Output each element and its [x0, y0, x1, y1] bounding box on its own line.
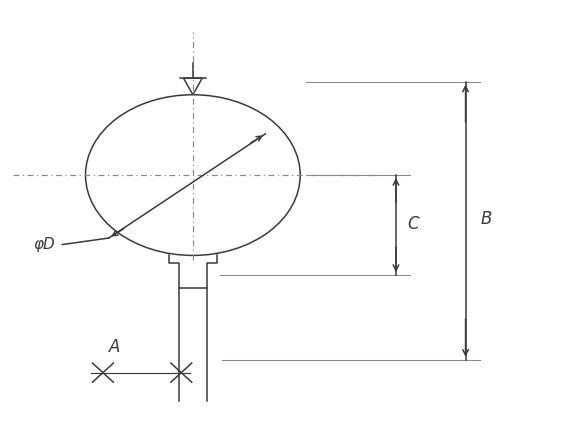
Text: C: C [408, 215, 419, 233]
Text: A: A [109, 338, 120, 356]
Text: φD: φD [33, 237, 55, 252]
Text: B: B [480, 209, 491, 228]
